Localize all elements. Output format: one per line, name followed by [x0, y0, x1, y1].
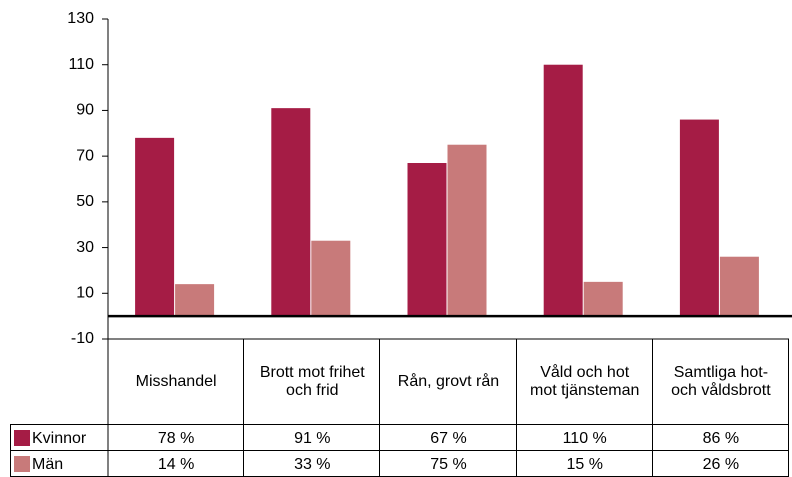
data-label: 91 % — [294, 430, 330, 447]
data-label: 15 % — [566, 456, 602, 473]
data-label: 110 % — [563, 430, 607, 447]
data-label: 33 % — [294, 456, 330, 473]
y-tick-label: 130 — [67, 10, 94, 27]
y-tick-label: 50 — [76, 193, 94, 210]
bar — [543, 64, 583, 317]
category-label: Samtliga hot- och våldsbrott — [671, 364, 771, 399]
bar — [719, 256, 759, 317]
category-label: Våld och hot mot tjänsteman — [529, 364, 640, 399]
category-label: Brott mot frihet och frid — [259, 364, 365, 399]
data-label: 26 % — [703, 456, 739, 473]
data-label: 67 % — [430, 430, 466, 447]
bar — [311, 240, 351, 317]
bar — [175, 284, 215, 317]
legend-label: Kvinnor — [32, 430, 87, 447]
y-tick-label: 70 — [76, 147, 94, 164]
legend-swatch — [14, 430, 30, 446]
data-label: 86 % — [703, 430, 739, 447]
bar — [407, 163, 447, 317]
bar — [447, 144, 487, 317]
data-label: 14 % — [158, 456, 194, 473]
data-label: 78 % — [158, 430, 194, 447]
bar — [135, 137, 175, 317]
legend-swatch — [14, 456, 30, 472]
category-label: Rån, grovt rån — [397, 373, 500, 390]
category-label: Misshandel — [135, 373, 217, 390]
bar — [679, 119, 719, 317]
data-label: 75 % — [430, 456, 466, 473]
legend-label: Män — [32, 456, 63, 473]
y-tick-label: 90 — [76, 102, 94, 119]
y-tick-label: -10 — [71, 330, 94, 347]
bar — [271, 108, 311, 317]
y-tick-label: 10 — [76, 285, 94, 302]
bar — [583, 281, 623, 317]
y-tick-label: 30 — [76, 239, 94, 256]
y-tick-label: 110 — [68, 56, 94, 73]
